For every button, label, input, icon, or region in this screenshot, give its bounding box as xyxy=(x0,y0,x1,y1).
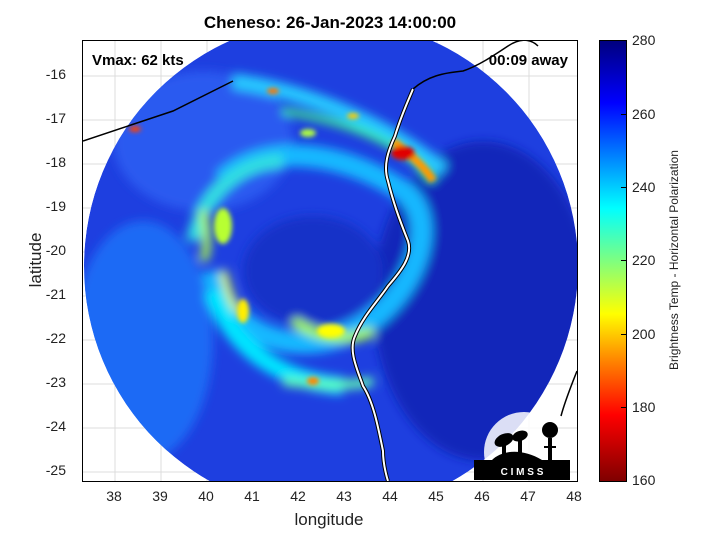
y-tick-label: -16 xyxy=(45,66,66,82)
x-tick-label: 43 xyxy=(336,488,352,504)
y-tick-label: -25 xyxy=(45,462,66,478)
y-tick-label: -24 xyxy=(45,418,66,434)
x-tick-label: 41 xyxy=(244,488,260,504)
colorbar-tick xyxy=(621,114,626,115)
colorbar-tick-label: 260 xyxy=(632,106,656,122)
x-tick-label: 45 xyxy=(428,488,444,504)
y-tick-label: -19 xyxy=(45,198,66,214)
colorbar-tick-label: 200 xyxy=(632,326,656,342)
x-tick-label: 40 xyxy=(198,488,214,504)
microwave-swath-map xyxy=(83,41,577,481)
y-tick-label: -18 xyxy=(45,154,66,170)
x-tick-label: 38 xyxy=(106,488,122,504)
x-tick-label: 46 xyxy=(474,488,490,504)
y-axis-label: latitude xyxy=(26,232,45,288)
colorbar-tick-label: 220 xyxy=(632,252,656,268)
vmax-label: Vmax: 62 kts xyxy=(92,52,184,69)
y-tick-label: -23 xyxy=(45,374,66,390)
colorbar-label: Brightness Temp - Horizontal Polarizatio… xyxy=(667,150,681,370)
y-tick-label: -22 xyxy=(45,330,66,346)
colorbar xyxy=(599,40,627,482)
logo-text: C I M S S xyxy=(501,467,544,478)
colorbar-tick-label: 160 xyxy=(632,472,656,488)
colorbar-tick-label: 180 xyxy=(632,399,656,415)
cimss-logo: C I M S S xyxy=(474,412,570,480)
colorbar-tick xyxy=(621,260,626,261)
colorbar-tick xyxy=(621,334,626,335)
colorbar-tick xyxy=(621,407,626,408)
x-tick-label: 39 xyxy=(152,488,168,504)
colorbar-tick xyxy=(621,187,626,188)
time-offset-label: 00:09 away xyxy=(488,52,568,69)
x-tick-label: 47 xyxy=(520,488,536,504)
coastline xyxy=(83,41,577,481)
colorbar-tick-label: 240 xyxy=(632,179,656,195)
x-axis-label: longitude xyxy=(294,510,364,529)
map-title: Cheneso: 26-Jan-2023 14:00:00 xyxy=(203,13,457,32)
x-tick-label: 48 xyxy=(566,488,582,504)
x-tick-label: 44 xyxy=(382,488,398,504)
x-tick-label: 42 xyxy=(290,488,306,504)
colorbar-tick-label: 280 xyxy=(632,32,656,48)
y-tick-label: -20 xyxy=(45,242,66,258)
map-plot-area xyxy=(82,40,578,482)
y-tick-label: -21 xyxy=(45,286,66,302)
y-tick-label: -17 xyxy=(45,110,66,126)
